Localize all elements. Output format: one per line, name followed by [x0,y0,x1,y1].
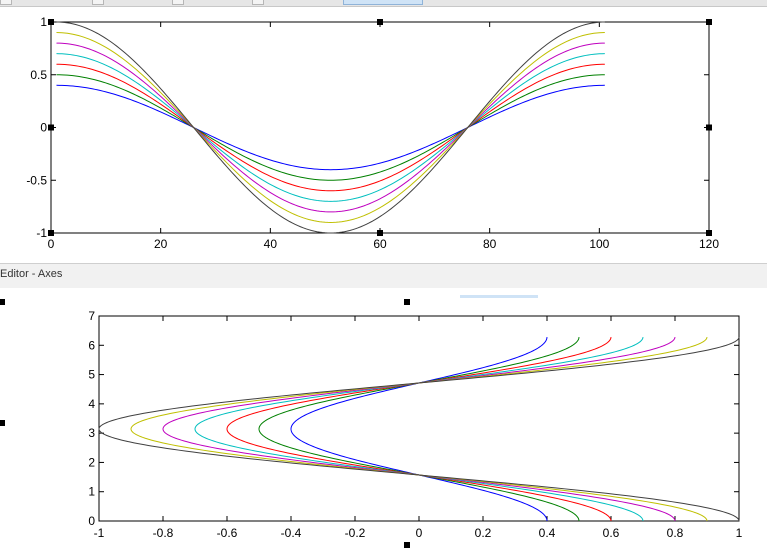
x-tick-label: 100 [589,237,609,251]
selection-handle[interactable] [706,230,712,236]
toolbar-button[interactable] [92,0,104,5]
series-line [290,337,548,522]
series-line [56,53,605,202]
x-tick-label: -1 [94,526,105,540]
y-tick-label: 4 [88,397,95,411]
series-line [56,74,605,181]
series-line [56,63,605,192]
selection-handle[interactable] [377,230,383,236]
property-editor-tab[interactable] [460,295,538,298]
selection-handle[interactable] [377,19,383,25]
selection-handle[interactable] [0,299,5,305]
selection-handle[interactable] [0,420,5,426]
y-tick-label: 0 [40,121,47,135]
plot-frame [50,21,710,234]
series-line [56,42,605,213]
series-line [258,337,580,522]
x-tick-label: 0.8 [667,526,684,540]
x-tick-label: 0 [416,526,423,540]
selection-handle[interactable] [404,299,410,305]
toolbar-button[interactable] [252,0,264,5]
selection-handle[interactable] [48,19,54,25]
x-tick-label: 0.2 [475,526,492,540]
y-tick-label: -0.5 [26,173,47,187]
toolbar-button[interactable] [172,0,184,5]
x-tick-label: 0.6 [603,526,620,540]
series-line [130,336,708,522]
selection-handle[interactable] [706,124,712,131]
x-tick-label: -0.6 [217,526,238,540]
y-tick-label: 1 [40,15,47,29]
series-line [56,21,605,234]
y-tick-label: -1 [36,226,47,240]
series-line [162,337,676,522]
x-tick-label: 0 [48,237,55,251]
x-tick-label: 80 [483,237,497,251]
series-line [56,84,605,171]
series-line [56,32,605,223]
x-tick-label: 20 [154,237,168,251]
x-tick-label: 0.4 [539,526,556,540]
figure-toolbar [0,0,767,7]
x-tick-label: 40 [264,237,278,251]
toolbar-button[interactable] [0,0,12,5]
y-tick-label: 3 [88,426,95,440]
series-line [226,337,612,522]
plot-frame [98,315,740,522]
y-tick-label: 5 [88,368,95,382]
x-tick-label: 1 [736,526,743,540]
series-line [194,337,644,522]
x-tick-label: 120 [699,237,719,251]
series-line [98,336,740,522]
y-tick-label: 7 [88,309,95,323]
chart-top[interactable]: 0 20 40 60 80 100 120 -1 -0.5 0 0.5 1 [26,15,719,251]
toolbar-tab-active[interactable] [343,0,423,5]
y-tick-label: 1 [88,485,95,499]
selection-handle[interactable] [48,124,54,131]
selection-handle[interactable] [404,542,410,548]
x-tick-label: -0.4 [281,526,302,540]
selection-handle[interactable] [706,19,712,25]
y-tick-label: 2 [88,455,95,469]
x-tick-label: -0.8 [153,526,174,540]
section-title: Editor - Axes [0,268,63,280]
x-tick-label: 60 [373,237,387,251]
y-tick-label: 0 [88,514,95,528]
selection-handle[interactable] [48,230,54,236]
y-tick-label: 6 [88,338,95,352]
y-tick-label: 0.5 [30,68,47,82]
chart-bottom[interactable]: -1 -0.8 -0.6 -0.4 -0.2 0 0.2 0.4 0.6 0.8 1 0 1 2 3 4 5 6 7 [0,299,743,548]
property-editor-subbar [0,288,767,296]
x-tick-label: -0.2 [345,526,366,540]
